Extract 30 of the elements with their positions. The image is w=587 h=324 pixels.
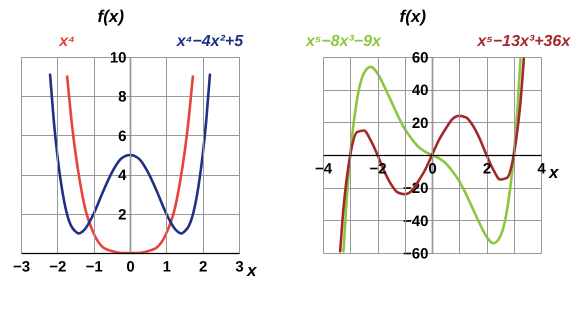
- x-tick-label: 0: [126, 258, 135, 276]
- y-tick-label: 8: [118, 88, 126, 106]
- y-tick-label: 10: [110, 50, 126, 66]
- y-tick-label: 2: [118, 206, 126, 224]
- x-tick-label: 1: [162, 258, 172, 276]
- x-tick-label: 0: [428, 160, 437, 178]
- x-axis-title: x: [246, 261, 258, 280]
- x-axis-title: x: [548, 163, 560, 182]
- x-tick-label: −2: [49, 258, 66, 276]
- y-tick-label: 6: [118, 128, 126, 145]
- x-tick-label: 2: [482, 160, 492, 178]
- series-label: x⁵−8x³−9x: [304, 33, 382, 50]
- y-tick-label: 60: [412, 50, 428, 66]
- x-tick-label: 4: [537, 160, 546, 178]
- y-axis-title: f(x): [98, 7, 124, 26]
- y-tick-label: −40: [403, 212, 428, 230]
- series-label: x⁴: [58, 33, 76, 50]
- y-tick-label: 20: [412, 114, 428, 132]
- x-tick-label: 2: [198, 258, 208, 276]
- x-tick-label: −1: [86, 258, 103, 276]
- x-tick-label: 3: [235, 258, 244, 276]
- y-tick-label: −60: [403, 246, 428, 262]
- y-axis-title: f(x): [400, 7, 426, 26]
- text: x⁴−4x²+5: [176, 33, 244, 50]
- series-label: x⁵−13x³+36x: [476, 33, 572, 50]
- line-series: [48, 73, 212, 235]
- y-tick-label: 40: [412, 82, 428, 100]
- line-series: [66, 75, 194, 253]
- x-tick-label: −3: [12, 258, 30, 276]
- x-tick-label: −4: [314, 160, 333, 178]
